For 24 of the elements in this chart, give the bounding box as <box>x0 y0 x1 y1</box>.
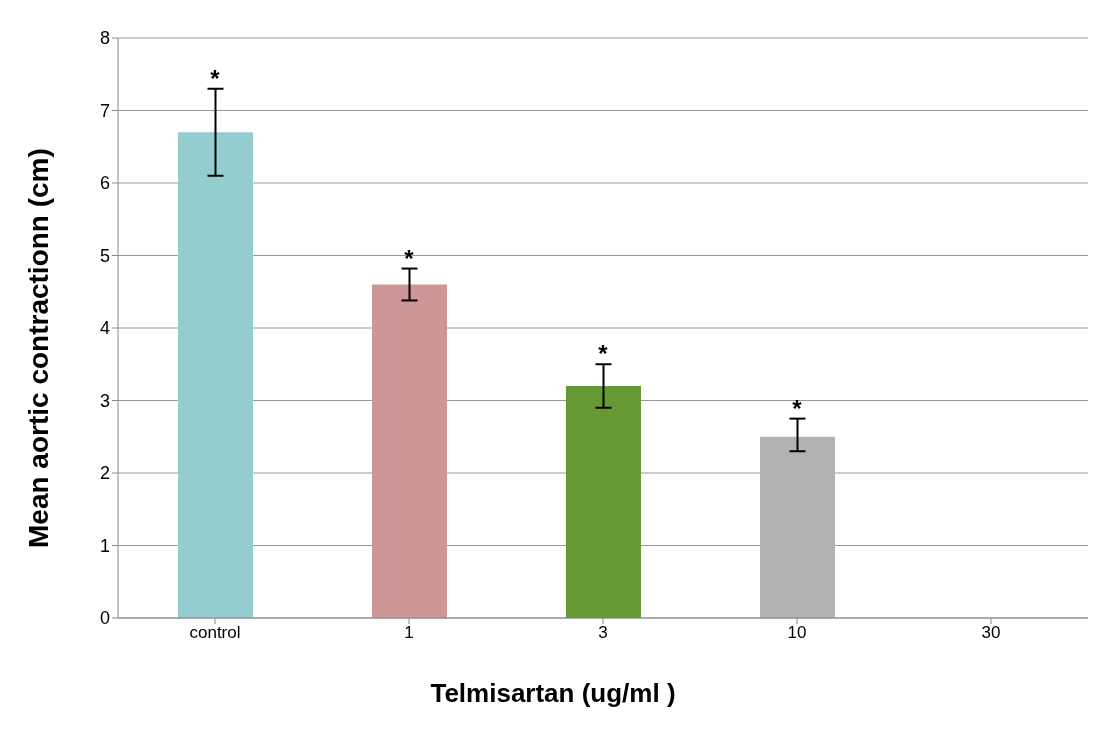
x-tick-label: control <box>189 623 241 643</box>
annotation: * <box>598 340 609 368</box>
y-tick-label: 5 <box>99 245 110 266</box>
annotation: * <box>404 244 415 272</box>
y-tick-label: 2 <box>99 463 110 484</box>
y-tick-label: 1 <box>99 535 110 556</box>
y-tick-label: 4 <box>99 318 110 339</box>
x-axis-title: Telmisartan (ug/ml ) <box>429 678 677 709</box>
bar <box>178 132 253 618</box>
x-tick-label: 30 <box>981 623 1001 643</box>
annotation: * <box>792 394 803 422</box>
y-tick-label: 3 <box>99 390 110 411</box>
y-tick-label: 0 <box>99 608 110 629</box>
y-axis-title: Mean aortic contractionn (cm) <box>22 148 54 548</box>
x-tick-label: 3 <box>598 623 608 643</box>
annotation: * <box>210 64 221 92</box>
bar <box>566 386 641 618</box>
y-tick-label: 8 <box>99 28 110 49</box>
y-tick-label: 6 <box>99 173 110 194</box>
bar <box>372 284 447 618</box>
x-tick-label: 1 <box>404 623 414 643</box>
bar <box>760 436 835 618</box>
y-tick-label: 7 <box>99 100 110 121</box>
x-tick-label: 10 <box>787 623 807 643</box>
